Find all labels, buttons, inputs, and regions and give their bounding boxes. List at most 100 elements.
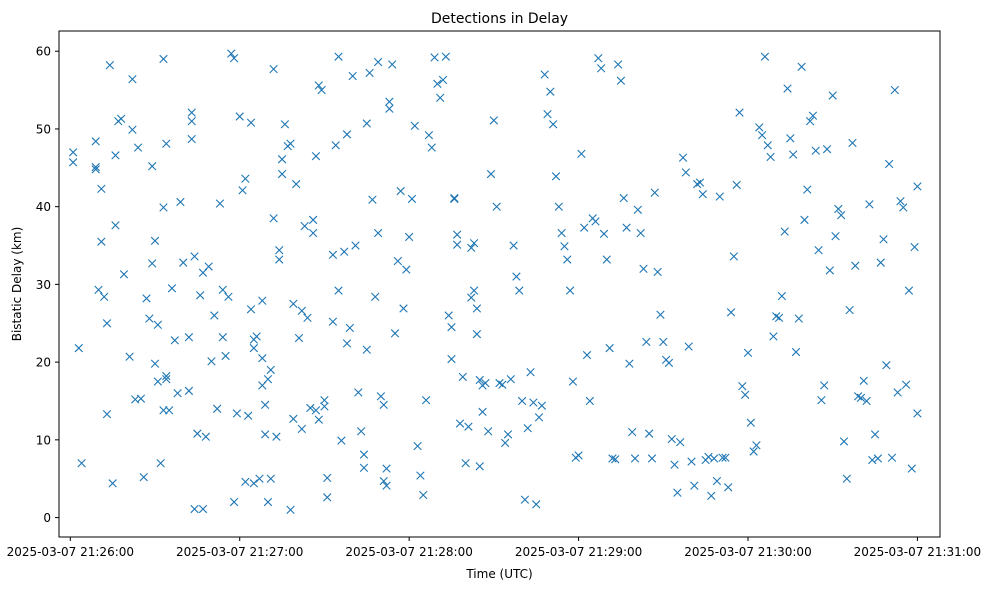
data-point <box>416 471 425 480</box>
data-point <box>218 333 227 342</box>
data-point <box>354 388 363 397</box>
data-point <box>749 447 758 456</box>
data-point <box>625 359 634 368</box>
data-point <box>433 79 442 89</box>
data-point <box>249 343 259 353</box>
data-point <box>371 292 380 302</box>
data-point <box>204 262 213 271</box>
data-point <box>565 286 575 295</box>
data-point <box>517 396 527 406</box>
data-point <box>241 477 250 487</box>
data-point <box>794 314 804 323</box>
data-point <box>873 454 883 463</box>
data-point <box>591 217 600 226</box>
data-point <box>111 221 120 230</box>
data-point <box>831 232 840 241</box>
data-point <box>229 497 239 507</box>
data-point <box>797 62 806 71</box>
data-point <box>215 199 225 208</box>
data-point <box>681 168 691 177</box>
data-point <box>814 246 823 255</box>
data-point <box>224 292 233 302</box>
data-point <box>198 504 208 514</box>
data-point <box>481 378 490 388</box>
data-point <box>153 320 163 329</box>
data-point <box>436 93 445 103</box>
data-point <box>738 382 747 391</box>
data-point <box>292 179 301 189</box>
data-point <box>277 169 287 179</box>
data-point <box>320 402 329 411</box>
data-point <box>212 404 222 413</box>
data-point <box>715 192 724 201</box>
data-point <box>890 85 900 95</box>
data-point <box>774 313 784 322</box>
data-point <box>580 223 589 232</box>
data-point <box>630 454 640 463</box>
data-point <box>834 204 843 214</box>
data-point <box>139 472 148 482</box>
data-point <box>368 195 377 204</box>
data-point <box>348 71 357 81</box>
data-point <box>396 186 405 196</box>
data-point <box>585 396 595 406</box>
data-point <box>811 146 820 155</box>
data-point <box>145 314 154 323</box>
data-point <box>128 75 137 84</box>
data-point <box>294 333 304 343</box>
data-point <box>543 109 552 119</box>
data-point <box>102 319 112 328</box>
data-point <box>125 352 134 361</box>
data-point <box>289 299 298 309</box>
data-point <box>388 60 397 69</box>
data-point <box>187 134 196 144</box>
data-point <box>108 479 117 488</box>
data-point <box>382 464 391 473</box>
data-point <box>275 246 284 255</box>
y-tick-label: 40 <box>36 200 51 214</box>
plot-area <box>58 30 941 538</box>
data-point <box>633 205 643 214</box>
data-point <box>379 400 388 410</box>
data-point <box>721 453 730 462</box>
data-point <box>616 76 626 85</box>
data-point <box>195 291 205 300</box>
data-point <box>887 453 897 462</box>
data-point <box>373 228 383 238</box>
data-point <box>500 438 510 448</box>
data-point <box>427 143 436 152</box>
data-point <box>865 200 874 209</box>
data-point <box>647 454 657 463</box>
data-point <box>119 270 129 279</box>
data-point <box>263 497 273 507</box>
data-point <box>362 345 371 354</box>
data-point <box>97 184 106 193</box>
data-point <box>475 375 484 385</box>
data-point <box>769 332 778 341</box>
data-point <box>311 406 321 415</box>
data-point <box>337 436 346 445</box>
data-point <box>345 323 355 333</box>
y-axis-label: Bistatic Delay (km) <box>10 227 24 342</box>
y-tick-label: 0 <box>43 511 51 525</box>
data-point <box>167 284 177 293</box>
data-point <box>523 423 532 433</box>
data-point <box>786 134 795 143</box>
data-point <box>839 437 849 446</box>
data-point <box>320 396 329 405</box>
data-point <box>74 343 83 353</box>
data-point <box>207 357 216 366</box>
data-point <box>311 151 321 161</box>
data-point <box>102 410 112 419</box>
data-point <box>856 393 866 403</box>
scatter-points <box>68 49 922 514</box>
data-point <box>763 141 772 150</box>
data-point <box>554 202 563 211</box>
data-point <box>147 259 157 268</box>
data-point <box>913 182 922 191</box>
data-point <box>467 243 476 253</box>
data-point <box>156 458 165 468</box>
data-point <box>472 329 482 339</box>
data-point <box>317 85 326 95</box>
data-point <box>300 221 309 231</box>
